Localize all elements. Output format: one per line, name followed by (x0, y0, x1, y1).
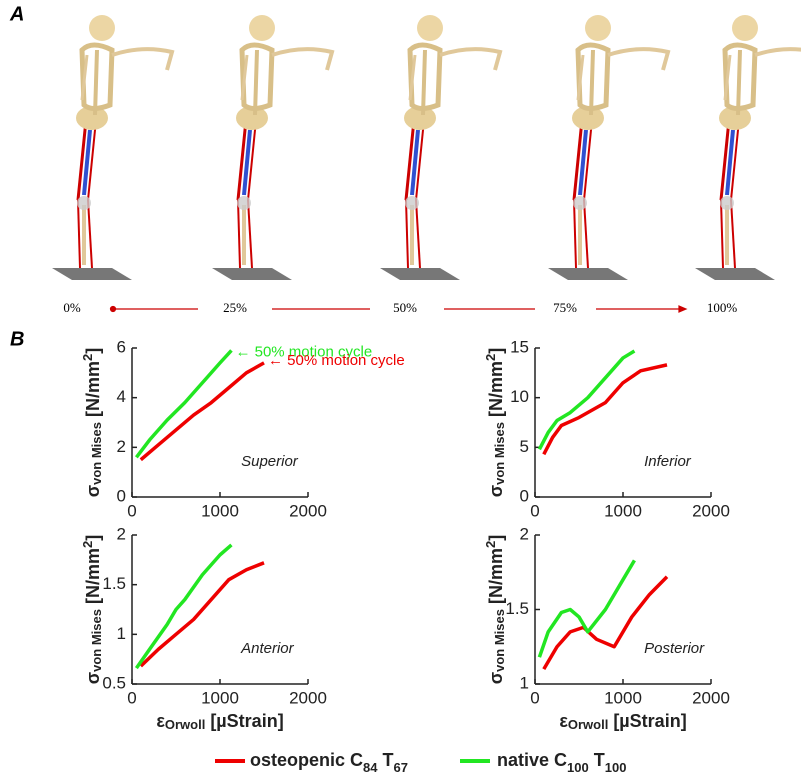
figure: A B 0%25%50%75%100% 0246010002000σvon Mi… (0, 0, 801, 780)
y-tick-label: 2 (520, 524, 529, 543)
x-axis-label: εOrwoll [µStrain] (559, 711, 686, 733)
label-part: von Mises (89, 609, 104, 672)
y-axis-label: σvon Mises [N/mm2] (80, 348, 104, 497)
label-part: ] (83, 535, 103, 541)
y-axis-label: σvon Mises [N/mm2] (483, 535, 507, 684)
x-tick-label: 0 (530, 688, 539, 707)
x-axis-label: εOrwoll [µStrain] (156, 711, 283, 733)
label-part: ] (83, 348, 103, 354)
label-part: von Mises (89, 422, 104, 485)
phase-label: 100% (707, 300, 738, 315)
x-tick-label: 2000 (692, 688, 730, 707)
legend-label: osteopenic C84 T67 (250, 750, 408, 775)
label-part: 2 (80, 354, 95, 361)
y-axis-label: σvon Mises [N/mm2] (483, 348, 507, 497)
label-part: Orwoll (568, 717, 608, 732)
label-part: [N/mm (486, 361, 506, 422)
x-tick-label: 1000 (604, 688, 642, 707)
label-part: [µStrain] (608, 711, 686, 731)
y-tick-label: 6 (117, 337, 126, 356)
x-tick-label: 1000 (201, 688, 239, 707)
y-tick-label: 1.5 (102, 574, 126, 593)
y-tick-label: 5 (520, 437, 529, 456)
phase-label: 75% (553, 300, 577, 315)
line (141, 363, 264, 460)
panel-label: A (9, 3, 24, 25)
y-axis-label: σvon Mises [N/mm2] (80, 535, 104, 684)
x-tick-label: 1000 (604, 501, 642, 520)
label-part: Orwoll (165, 717, 205, 732)
x-tick-label: 0 (127, 501, 136, 520)
y-tick-label: 4 (117, 387, 126, 406)
x-tick-label: 2000 (289, 501, 327, 520)
line (539, 560, 634, 657)
x-tick-label: 0 (127, 688, 136, 707)
label-part: ] (486, 535, 506, 541)
phase-label: 0% (63, 300, 81, 315)
skeleton (52, 15, 172, 280)
skeleton (212, 15, 332, 280)
y-tick-label: 1 (520, 673, 529, 692)
label-part: [µStrain] (205, 711, 283, 731)
skeleton (380, 15, 500, 280)
label-part: σ (486, 485, 506, 497)
y-tick-label: 0.5 (102, 673, 126, 692)
y-tick-label: 0 (117, 486, 126, 505)
panel-label: B (10, 328, 24, 350)
label-part: von Mises (492, 422, 507, 485)
y-tick-label: 0 (520, 486, 529, 505)
label-part: ] (486, 348, 506, 354)
legend: osteopenic C84 T67 native C100 T100 (215, 750, 626, 775)
x-tick-label: 1000 (201, 501, 239, 520)
x-tick-label: 2000 (692, 501, 730, 520)
line (136, 350, 231, 457)
subplot-label: Superior (241, 453, 299, 470)
label-part: [N/mm (486, 548, 506, 609)
label-part: σ (83, 485, 103, 497)
label-part: von Mises (492, 609, 507, 672)
label-part: σ (83, 672, 103, 684)
label-part: σ (486, 672, 506, 684)
x-tick-label: 0 (530, 501, 539, 520)
y-tick-label: 1 (117, 624, 126, 643)
line (136, 545, 231, 668)
label-part: 2 (483, 354, 498, 361)
label-part: 2 (483, 541, 498, 548)
skeleton (695, 15, 801, 280)
y-tick-label: 2 (117, 524, 126, 543)
chart: 0 5 10 15 0 1000 2000 σvon Mises [N/mm2] Inferio… (483, 337, 730, 520)
phase-label: 50% (393, 300, 417, 315)
y-tick-label: 1.5 (505, 599, 529, 618)
label-part: [N/mm (83, 361, 103, 422)
phase-label: 25% (223, 300, 247, 315)
label-part: [N/mm (83, 548, 103, 609)
y-tick-label: 2 (117, 437, 126, 456)
subplot-label: Anterior (240, 640, 295, 657)
y-tick-label: 10 (510, 387, 529, 406)
label-part: 2 (80, 541, 95, 548)
skeleton (548, 15, 668, 280)
y-tick-label: 15 (510, 337, 529, 356)
x-tick-label: 2000 (289, 688, 327, 707)
subplot-label: Posterior (644, 640, 705, 657)
legend-label: native C100 T100 (497, 750, 626, 775)
subplot-label: Inferior (644, 453, 692, 470)
annotation: ← 50% motion cycle (268, 352, 405, 369)
